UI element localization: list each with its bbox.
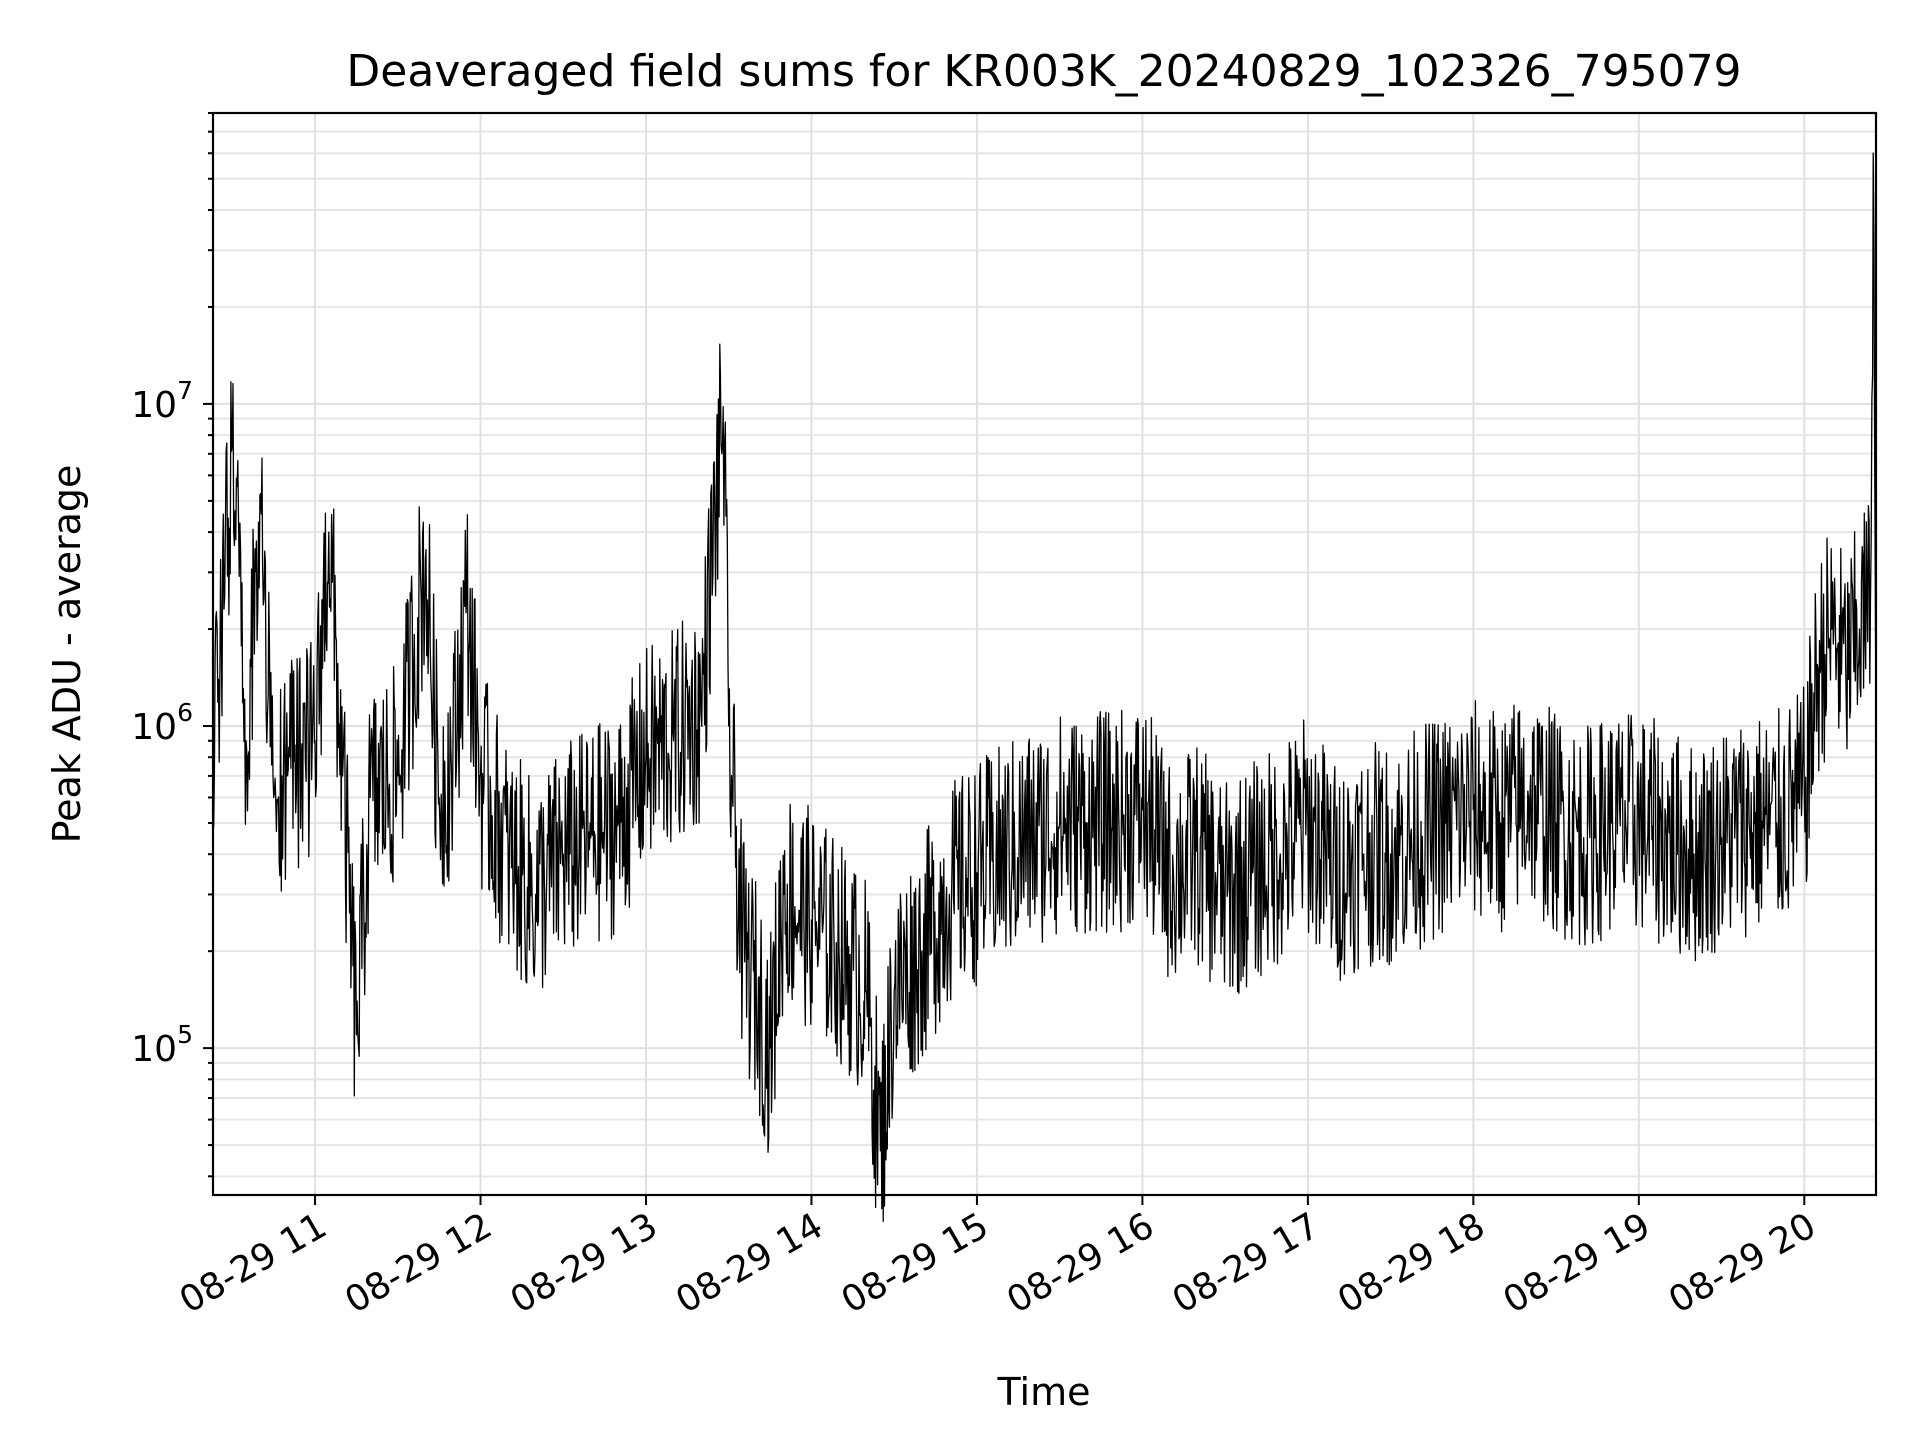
chart-title: Deaveraged field sums for KR003K_2024082… [346, 46, 1741, 97]
x-tick-label: 08-29 11 [173, 1205, 334, 1321]
x-tick-label: 08-29 20 [1662, 1205, 1823, 1321]
y-tick-exponent: 6 [177, 698, 193, 727]
x-tick-label: 08-29 17 [1166, 1205, 1327, 1321]
x-tick-label: 08-29 13 [504, 1205, 665, 1321]
x-tick-label: 08-29 14 [669, 1205, 830, 1321]
x-tick-label: 08-29 16 [1000, 1205, 1161, 1321]
y-tick-base: 10 [131, 1029, 177, 1070]
series-line [212, 152, 1877, 1222]
x-tick-label: 08-29 18 [1331, 1205, 1492, 1321]
plot-frame [211, 111, 1878, 1197]
x-tick-label: 08-29 15 [835, 1205, 996, 1321]
y-tick-base: 10 [131, 707, 177, 748]
y-axis-label: Peak ADU - average [45, 465, 89, 844]
x-axis-label: Time [997, 1370, 1091, 1414]
y-tick-label: 106 [131, 698, 193, 748]
x-tick-label: 08-29 19 [1497, 1205, 1658, 1321]
y-tick-label: 107 [131, 376, 193, 426]
y-tick-label: 105 [131, 1020, 193, 1070]
y-tick-exponent: 7 [177, 376, 193, 405]
y-tick-base: 10 [131, 385, 177, 426]
x-tick-label: 08-29 12 [338, 1205, 499, 1321]
y-tick-exponent: 5 [177, 1020, 193, 1049]
